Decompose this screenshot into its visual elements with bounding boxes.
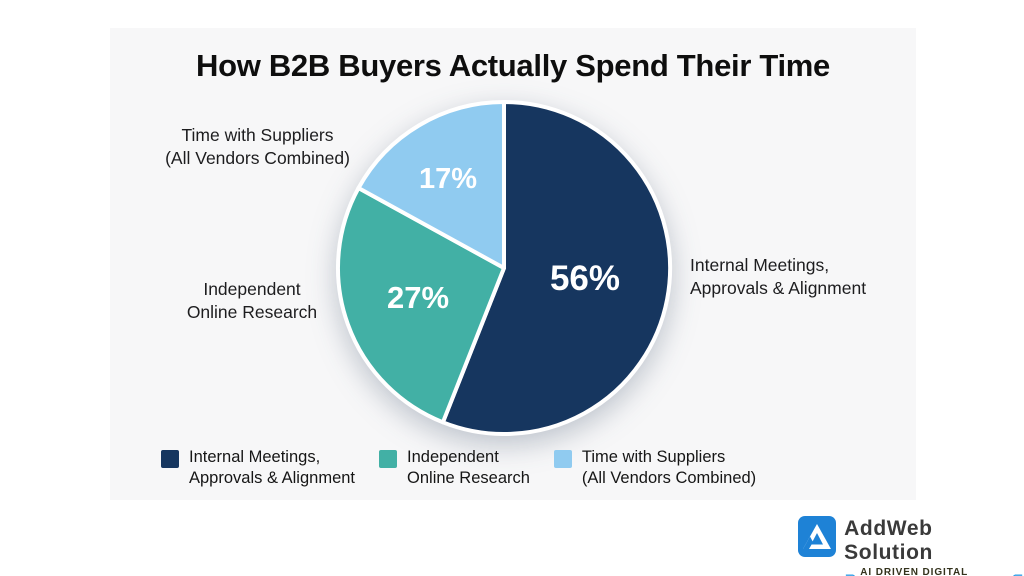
callout-line: Approvals & Alignment bbox=[690, 278, 867, 298]
logo-triangle-icon bbox=[803, 524, 832, 549]
pie-chart-svg: 56% 27% 17% bbox=[335, 100, 673, 436]
legend-label-line: Approvals & Alignment bbox=[189, 469, 356, 487]
legend-swatch-navy bbox=[161, 450, 179, 468]
brand-name: AddWeb Solution bbox=[844, 517, 933, 564]
callout-online-research: Independent Online Research bbox=[152, 278, 352, 324]
callout-internal-meetings: Internal Meetings, Approvals & Alignment bbox=[690, 254, 910, 300]
legend-item-time-with-suppliers[interactable]: Time with Suppliers (All Vendors Combine… bbox=[553, 447, 756, 489]
legend-label: Independent Online Research bbox=[407, 447, 530, 489]
pie-slice-internal-meetings[interactable] bbox=[440, 100, 673, 436]
legend-label-line: (All Vendors Combined) bbox=[581, 469, 757, 487]
brand-tagline-text: AI DRIVEN DIGITAL AGENCY bbox=[860, 567, 968, 576]
pie-slice-time-with-suppliers[interactable] bbox=[356, 100, 506, 270]
callout-time-with-suppliers: Time with Suppliers (All Vendors Combine… bbox=[140, 124, 375, 170]
callout-line: Internal Meetings, bbox=[690, 255, 830, 275]
pie-label-27: 27% bbox=[387, 280, 449, 315]
brand-text: AddWeb Solution AI DRIVEN DIGITAL AGENCY bbox=[844, 516, 1024, 576]
pie-chart: 56% 27% 17% bbox=[304, 68, 704, 468]
legend-label-line: Online Research bbox=[407, 469, 530, 487]
callout-line: (All Vendors Combined) bbox=[165, 148, 350, 168]
chart-title: How B2B Buyers Actually Spend Their Time bbox=[196, 48, 830, 83]
callout-line: Independent bbox=[203, 279, 301, 299]
addweb-logo-icon bbox=[798, 516, 837, 557]
legend-label-line: Time with Suppliers bbox=[581, 448, 726, 466]
legend-swatch-teal bbox=[379, 450, 398, 468]
legend: Internal Meetings, Approvals & Alignment… bbox=[161, 447, 756, 489]
callout-line: Online Research bbox=[186, 302, 318, 322]
legend-label: Time with Suppliers (All Vendors Combine… bbox=[582, 447, 756, 489]
legend-label: Internal Meetings, Approvals & Alignment bbox=[189, 447, 355, 489]
callout-line: Time with Suppliers bbox=[181, 125, 334, 145]
brand-tagline: AI DRIVEN DIGITAL AGENCY bbox=[844, 567, 1024, 576]
legend-item-online-research[interactable]: Independent Online Research bbox=[379, 447, 530, 489]
wind-right-icon bbox=[846, 574, 856, 576]
legend-label-line: Independent bbox=[407, 448, 499, 466]
brand-logo[interactable]: AddWeb Solution AI DRIVEN DIGITAL AGENCY bbox=[798, 516, 1024, 576]
pie-label-17: 17% bbox=[419, 163, 477, 195]
chart-card: How B2B Buyers Actually Spend Their Time… bbox=[110, 28, 916, 500]
legend-item-internal-meetings[interactable]: Internal Meetings, Approvals & Alignment bbox=[161, 447, 355, 489]
legend-swatch-lightblue bbox=[553, 450, 572, 468]
pie-label-56: 56% bbox=[550, 259, 620, 298]
legend-label-line: Internal Meetings, bbox=[189, 448, 321, 466]
wind-left-icon bbox=[1012, 574, 1023, 576]
